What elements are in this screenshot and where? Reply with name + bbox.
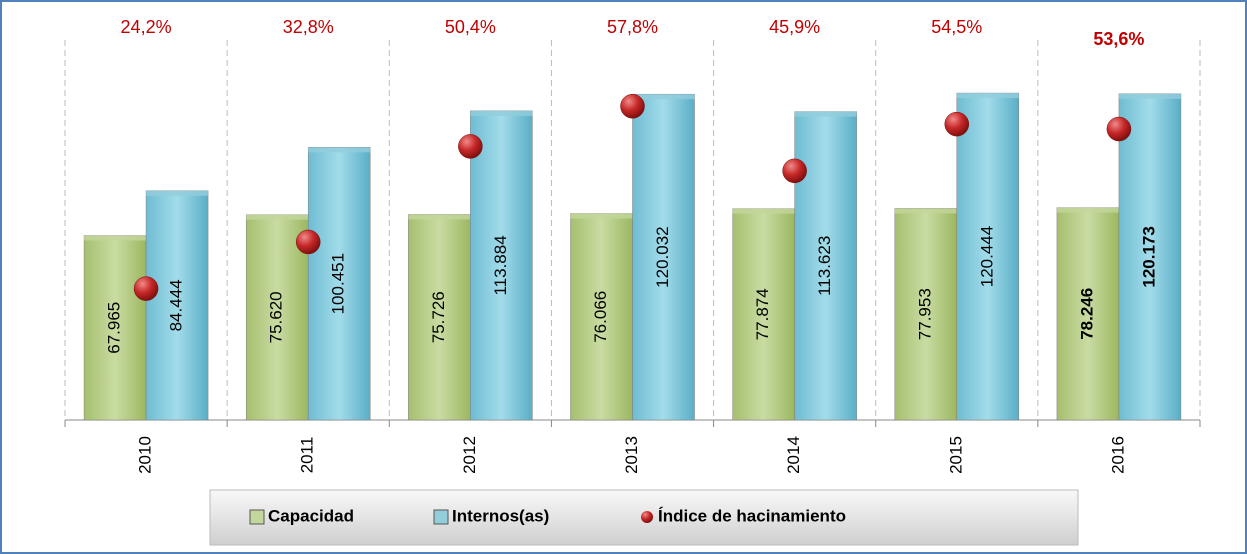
dot-label: 54,5%: [931, 17, 982, 37]
bar: [145, 190, 209, 421]
bar: [470, 110, 533, 421]
legend-swatch: [641, 511, 653, 523]
bar-bevel: [1056, 207, 1119, 213]
bar-bevel: [570, 213, 633, 219]
bar-bevel: [956, 93, 1019, 99]
x-tick-label: 2015: [946, 436, 965, 474]
bar-bevel: [732, 208, 795, 214]
bar-bevel: [794, 111, 857, 117]
dot: [620, 93, 645, 119]
dot: [458, 134, 483, 159]
bar: [408, 214, 471, 421]
bar-bevel: [894, 208, 957, 214]
dot: [133, 276, 159, 301]
bar-label: 113.623: [815, 236, 834, 296]
bar-bevel: [632, 94, 695, 100]
bar: [307, 147, 371, 421]
bar-bevel: [408, 214, 471, 220]
x-tick-label: 2012: [460, 436, 479, 474]
dot-label: 45,9%: [769, 17, 820, 37]
bar: [956, 92, 1020, 421]
dot: [782, 158, 807, 184]
bar-bevel: [246, 214, 309, 220]
bar-bevel: [308, 147, 371, 153]
bar-label: 120.444: [977, 226, 996, 287]
dot: [1106, 116, 1132, 142]
dot-label: 50,4%: [445, 17, 496, 37]
dot: [944, 111, 970, 137]
bar-label: 67.965: [105, 302, 124, 354]
bar-label: 120.032: [653, 226, 672, 287]
x-tick-label: 2013: [622, 436, 641, 474]
bar-label: 120.173: [1139, 226, 1158, 287]
bar-label: 75.620: [267, 291, 286, 343]
x-tick-label: 2011: [298, 437, 317, 474]
legend-label: Índice de hacinamiento: [658, 506, 846, 525]
dot-label: 32,8%: [283, 17, 334, 37]
bar-label: 76.066: [591, 291, 610, 343]
dot-label: 24,2%: [121, 17, 172, 37]
bar-label: 75.726: [429, 291, 448, 343]
bar-bevel: [84, 235, 147, 241]
bar-label: 78.246: [1077, 288, 1096, 340]
bar: [245, 214, 309, 421]
bar: [570, 213, 633, 421]
bar-label: 77.874: [753, 288, 772, 340]
x-tick-label: 2014: [784, 436, 803, 474]
legend-swatch: [433, 509, 449, 525]
bar: [632, 93, 695, 421]
bar: [1056, 207, 1120, 421]
bar-label: 100.451: [329, 253, 348, 314]
bar-bevel: [146, 190, 209, 196]
x-tick-label: 2016: [1108, 436, 1127, 474]
bar-label: 113.884: [491, 235, 510, 295]
bar: [83, 235, 147, 421]
bar: [732, 208, 795, 421]
legend-label: Internos(as): [452, 506, 549, 525]
legend-swatch: [249, 509, 265, 525]
x-tick-label: 2010: [136, 436, 155, 474]
legend-label: Capacidad: [268, 506, 354, 525]
bar: [794, 111, 857, 421]
bar-bevel: [1118, 93, 1181, 99]
bar-bevel: [470, 110, 533, 116]
dot: [295, 229, 321, 255]
bar-label: 84.444: [167, 279, 186, 331]
bar-label: 77.953: [915, 288, 934, 340]
dot-label: 53,6%: [1093, 29, 1144, 49]
dot-label: 57,8%: [607, 17, 658, 37]
